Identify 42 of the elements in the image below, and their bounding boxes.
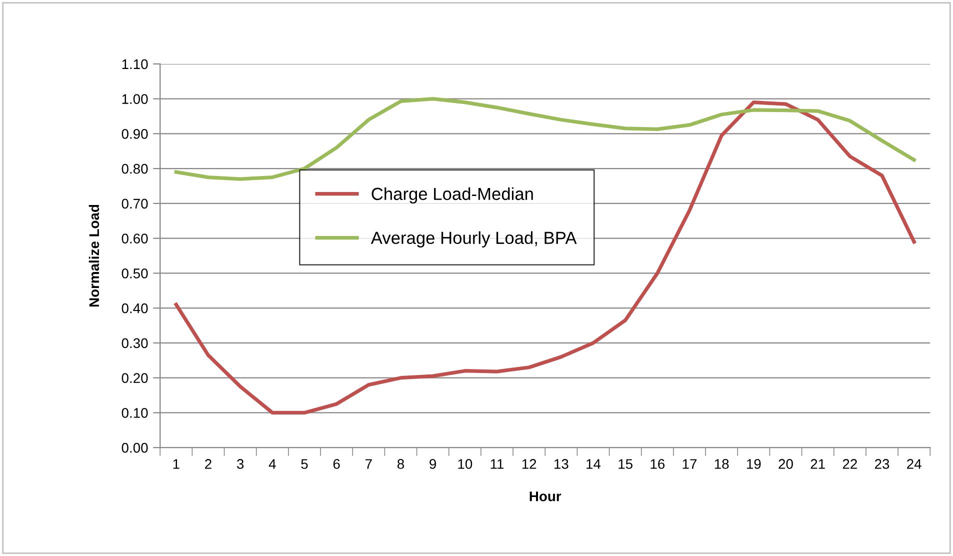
x-tick-label: 9 — [430, 459, 436, 469]
y-tick-label: 0.60 — [122, 234, 148, 244]
y-tick-label: 0.20 — [122, 373, 148, 383]
x-axis-title: Hour — [530, 492, 562, 502]
y-tick-label: 0.90 — [122, 129, 148, 139]
y-tick-label: 0.30 — [122, 338, 148, 348]
x-tick-label: 3 — [236, 459, 244, 469]
x-tick-label: 16 — [650, 459, 665, 469]
x-tick-label: 20 — [778, 459, 793, 469]
y-tick-label: 0.80 — [122, 164, 148, 174]
y-tick-label: 0.00 — [122, 442, 148, 453]
x-tick-label: 6 — [333, 459, 340, 469]
x-tick-label: 1 — [173, 459, 180, 469]
legend-label: Average Hourly Load, BPA — [370, 231, 577, 248]
x-tick-label: 13 — [554, 459, 568, 469]
x-tick-label: 15 — [618, 459, 632, 469]
x-tick-label: 12 — [522, 459, 536, 469]
x-tick-label: 18 — [714, 459, 729, 469]
y-tick-label: 0.70 — [122, 198, 148, 209]
x-tick-label: 24 — [907, 459, 922, 469]
x-tick-label: 14 — [586, 459, 601, 469]
line-series — [174, 100, 916, 415]
x-tick-label: 22 — [842, 459, 857, 469]
y-tick-label: 0.10 — [122, 408, 148, 418]
y-tick-label: 0.50 — [122, 268, 148, 278]
x-tick-label: 2 — [205, 459, 212, 469]
x-tick-label: 10 — [458, 459, 472, 469]
y-axis-title: Normalize Load — [88, 204, 100, 307]
x-tick-label: 17 — [682, 459, 697, 469]
x-tick-label: 7 — [366, 459, 372, 469]
x-tick-label: 5 — [301, 459, 308, 469]
x-tick-label: 8 — [397, 459, 404, 469]
x-tick-label: 4 — [268, 459, 276, 469]
x-tick-label: 11 — [490, 459, 504, 469]
y-tick-label: 1.00 — [122, 94, 148, 104]
y-tick-label: 0.40 — [122, 303, 148, 314]
x-tick-label: 23 — [874, 459, 890, 469]
line-series — [174, 97, 916, 181]
x-tick-label: 19 — [747, 459, 761, 469]
x-tick-label: 21 — [810, 459, 825, 469]
legend-label: Charge Load-Median — [372, 187, 533, 204]
y-tick-label: 1.10 — [122, 59, 148, 70]
